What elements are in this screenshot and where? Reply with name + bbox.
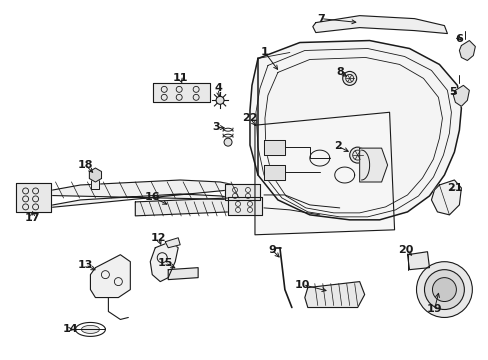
Text: 12: 12	[150, 233, 165, 243]
Circle shape	[216, 96, 224, 104]
Polygon shape	[359, 148, 387, 182]
Circle shape	[349, 147, 365, 163]
Text: 8: 8	[336, 67, 344, 77]
Circle shape	[224, 138, 232, 146]
Polygon shape	[165, 238, 180, 248]
Text: 16: 16	[144, 192, 160, 202]
Polygon shape	[150, 242, 178, 282]
Text: 3: 3	[212, 122, 220, 132]
Polygon shape	[264, 165, 285, 180]
Text: 22: 22	[242, 113, 257, 123]
Polygon shape	[25, 180, 249, 210]
Polygon shape	[135, 198, 229, 216]
Polygon shape	[452, 85, 468, 106]
Polygon shape	[91, 177, 99, 189]
Polygon shape	[153, 84, 210, 102]
Polygon shape	[249, 41, 461, 220]
Circle shape	[416, 262, 471, 318]
Circle shape	[342, 71, 356, 85]
Polygon shape	[304, 282, 364, 307]
Text: 19: 19	[426, 305, 441, 315]
Circle shape	[424, 270, 464, 310]
Text: 11: 11	[172, 73, 187, 84]
Text: 6: 6	[454, 33, 462, 44]
Polygon shape	[458, 41, 474, 60]
Polygon shape	[224, 184, 260, 200]
Polygon shape	[254, 112, 394, 235]
Polygon shape	[312, 15, 447, 33]
Text: 4: 4	[214, 84, 222, 93]
Polygon shape	[90, 255, 130, 298]
Text: 17: 17	[25, 213, 41, 223]
Polygon shape	[81, 325, 99, 333]
Text: 10: 10	[295, 280, 310, 289]
Text: 7: 7	[316, 14, 324, 24]
Polygon shape	[227, 197, 262, 215]
Text: 2: 2	[333, 141, 341, 151]
Text: 5: 5	[448, 87, 456, 97]
Circle shape	[431, 278, 455, 302]
Polygon shape	[89, 168, 102, 182]
Polygon shape	[430, 180, 461, 215]
Text: 15: 15	[157, 258, 173, 268]
Polygon shape	[264, 140, 285, 155]
Polygon shape	[407, 252, 428, 270]
Text: 1: 1	[261, 48, 268, 58]
Polygon shape	[16, 183, 50, 212]
Text: 14: 14	[62, 324, 78, 334]
Text: 9: 9	[267, 245, 275, 255]
Text: 18: 18	[78, 160, 93, 170]
Polygon shape	[168, 268, 198, 280]
Text: 13: 13	[78, 260, 93, 270]
Text: 20: 20	[397, 245, 412, 255]
Text: 21: 21	[446, 183, 461, 193]
